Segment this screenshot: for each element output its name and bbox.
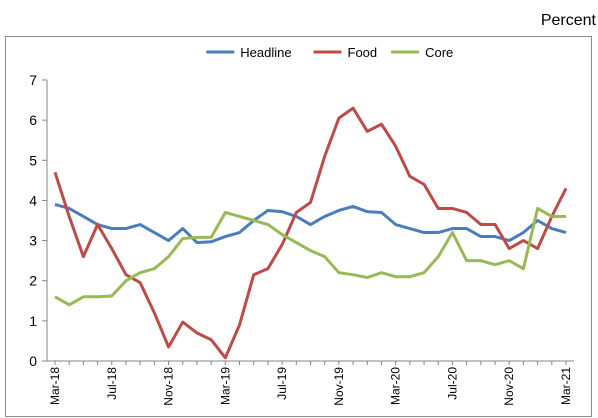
chart-frame [5, 36, 592, 417]
y-tick-label: 4 [29, 192, 37, 208]
x-tick-label: Mar-20 [389, 367, 403, 405]
x-tick-label: Nov-19 [332, 367, 346, 406]
series-line-core [54, 206, 566, 307]
series-line-food [53, 106, 568, 360]
legend-label-headline: Headline [240, 45, 291, 60]
y-tick-label: 7 [29, 72, 37, 88]
x-tick-label: Jul-20 [445, 367, 459, 400]
unit-label: Percent [540, 12, 596, 29]
legend-label-core: Core [425, 45, 453, 60]
x-tick-label: Nov-20 [502, 367, 516, 406]
y-tick-label: 6 [29, 112, 37, 128]
x-tick-label: Mar-21 [559, 367, 573, 405]
y-tick-label: 5 [29, 152, 37, 168]
x-tick-label: Mar-18 [48, 367, 62, 405]
x-tick-label: Nov-18 [162, 367, 176, 406]
x-tick-label: Mar-19 [218, 367, 232, 405]
y-tick-label: 2 [29, 273, 37, 289]
x-tick-label: Jul-19 [275, 367, 289, 400]
y-tick-label: 1 [29, 313, 37, 329]
y-tick-label: 3 [29, 233, 37, 249]
x-tick-label: Jul-18 [105, 367, 119, 400]
y-tick-label: 0 [29, 353, 37, 369]
series-line-headline [54, 202, 567, 245]
legend-label-food: Food [348, 45, 378, 60]
